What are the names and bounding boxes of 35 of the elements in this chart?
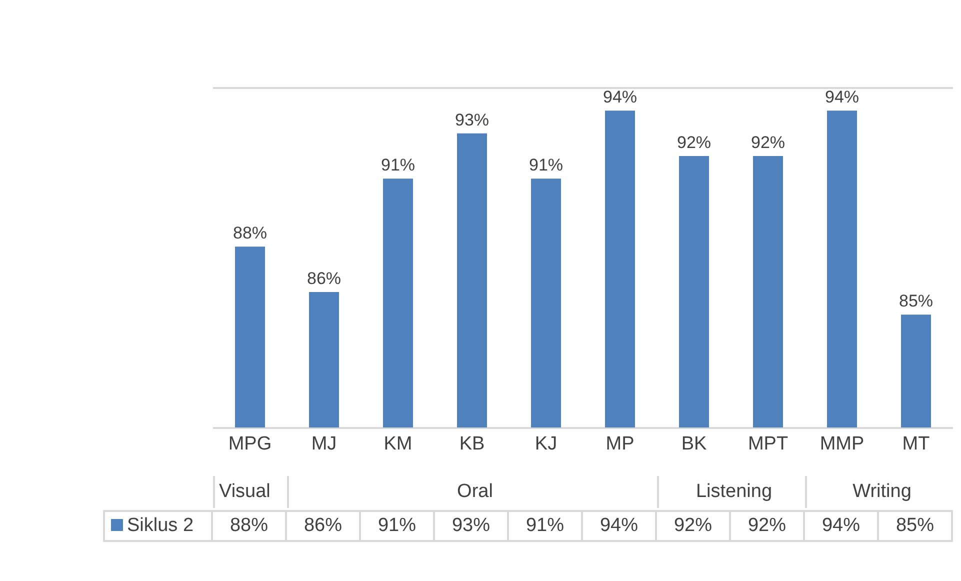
x-tick-label: MT	[902, 433, 930, 454]
text: Writing	[805, 476, 953, 508]
text: Listening	[657, 476, 805, 508]
x-tick-label: KJ	[534, 433, 558, 454]
text: 91%	[380, 156, 416, 175]
data-label: 88%	[213, 510, 287, 542]
x-tick-label: MJ	[311, 433, 337, 454]
text: Oral	[287, 476, 657, 508]
text: 85%	[898, 292, 934, 311]
x-tick-label: KM	[384, 433, 412, 454]
text: 86%	[306, 269, 342, 288]
text: 92%	[676, 133, 712, 152]
x-tick-label: MPG	[228, 433, 272, 454]
x-tick-label: MP	[606, 433, 634, 454]
text: 93%	[454, 110, 490, 130]
text: 92%	[750, 133, 786, 152]
data-label: 94%	[583, 510, 657, 542]
data-label: 91%	[361, 510, 435, 542]
x-tick-label: MPT	[748, 433, 788, 454]
data-label: 91%	[509, 510, 583, 542]
data-label: 92%	[731, 510, 805, 542]
data-label: 94%	[805, 510, 879, 542]
data-label: 85%	[879, 510, 953, 542]
legend-label: Siklus 2	[103, 510, 213, 542]
x-tick-label: BK	[681, 433, 707, 454]
x-tick-label: MMP	[820, 433, 864, 454]
x-tick-label: KB	[459, 433, 485, 454]
text: 88%	[232, 224, 268, 243]
data-label: 93%	[435, 510, 509, 542]
text: 91%	[528, 156, 564, 175]
data-label: 86%	[287, 510, 361, 542]
text: 94%	[602, 88, 638, 107]
text: 94%	[824, 88, 860, 107]
data-label: 92%	[657, 510, 731, 542]
text: Visual	[213, 476, 287, 508]
